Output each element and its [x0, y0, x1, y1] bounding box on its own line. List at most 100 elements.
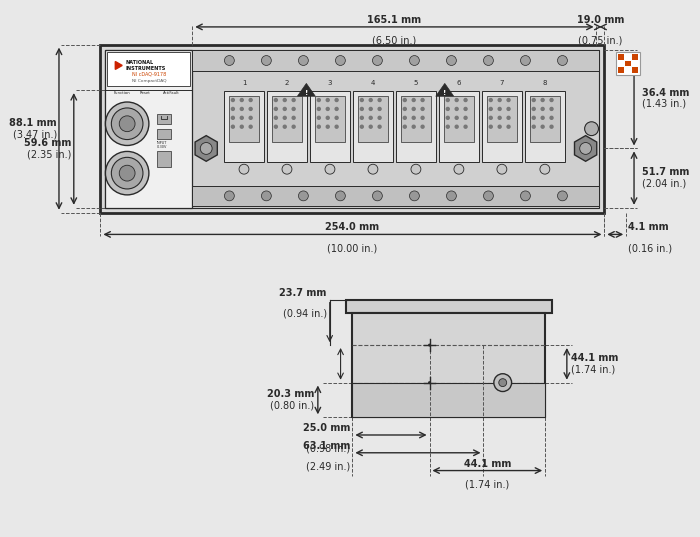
- Circle shape: [240, 99, 244, 101]
- Circle shape: [317, 99, 321, 101]
- Bar: [315, 96, 345, 142]
- Circle shape: [498, 125, 501, 128]
- Circle shape: [498, 99, 501, 101]
- Circle shape: [403, 125, 406, 128]
- Circle shape: [326, 99, 329, 101]
- Text: 4.1 mm: 4.1 mm: [628, 222, 668, 233]
- Circle shape: [494, 374, 512, 391]
- Circle shape: [421, 99, 424, 101]
- Circle shape: [411, 164, 421, 174]
- Circle shape: [489, 99, 492, 101]
- Circle shape: [106, 102, 149, 146]
- Circle shape: [464, 99, 467, 101]
- Text: 63.1 mm: 63.1 mm: [303, 441, 351, 451]
- Circle shape: [372, 55, 382, 66]
- Circle shape: [550, 107, 553, 111]
- Text: NATIONAL
INSTRUMENTS: NATIONAL INSTRUMENTS: [125, 60, 165, 71]
- Circle shape: [421, 117, 424, 119]
- Circle shape: [369, 117, 372, 119]
- Circle shape: [284, 99, 286, 101]
- Circle shape: [225, 55, 235, 66]
- Text: (2.35 in.): (2.35 in.): [27, 150, 72, 160]
- Bar: [618, 68, 624, 74]
- Bar: [530, 96, 560, 142]
- Polygon shape: [436, 83, 454, 96]
- Circle shape: [232, 125, 235, 128]
- Bar: [444, 96, 474, 142]
- Circle shape: [369, 107, 372, 111]
- Bar: [486, 96, 517, 142]
- Circle shape: [240, 125, 244, 128]
- Circle shape: [412, 107, 415, 111]
- Circle shape: [507, 107, 510, 111]
- Circle shape: [119, 116, 135, 132]
- Text: (0.98 in.): (0.98 in.): [307, 444, 351, 454]
- Bar: [101, 45, 604, 213]
- Circle shape: [360, 99, 363, 101]
- Text: (3.47 in.): (3.47 in.): [13, 129, 57, 140]
- Bar: [401, 96, 431, 142]
- Text: (0.94 in.): (0.94 in.): [283, 309, 327, 318]
- Bar: [157, 114, 171, 124]
- Text: 59.6 mm: 59.6 mm: [25, 138, 72, 148]
- Circle shape: [368, 164, 378, 174]
- Text: !: !: [304, 90, 308, 96]
- Circle shape: [403, 107, 406, 111]
- Circle shape: [507, 99, 510, 101]
- Circle shape: [498, 107, 501, 111]
- Text: (0.75 in.): (0.75 in.): [578, 36, 622, 46]
- Circle shape: [292, 117, 295, 119]
- Text: (0.16 in.): (0.16 in.): [628, 243, 672, 253]
- Circle shape: [507, 125, 510, 128]
- Circle shape: [249, 107, 252, 111]
- Circle shape: [447, 125, 449, 128]
- Circle shape: [557, 55, 568, 66]
- Circle shape: [489, 107, 492, 111]
- Circle shape: [298, 191, 308, 201]
- Circle shape: [284, 125, 286, 128]
- Text: 25.0 mm: 25.0 mm: [303, 423, 351, 433]
- Bar: [193, 186, 599, 206]
- Circle shape: [521, 55, 531, 66]
- Text: 20.3 mm: 20.3 mm: [267, 389, 314, 399]
- Bar: [353, 91, 393, 162]
- Bar: [267, 91, 307, 162]
- Text: 23.7 mm: 23.7 mm: [279, 288, 327, 297]
- Circle shape: [540, 164, 550, 174]
- Text: (2.49 in.): (2.49 in.): [306, 462, 351, 471]
- Circle shape: [378, 99, 381, 101]
- Circle shape: [410, 191, 419, 201]
- Circle shape: [550, 117, 553, 119]
- Circle shape: [532, 125, 536, 128]
- Circle shape: [111, 108, 143, 140]
- Text: INPUT: INPUT: [157, 141, 167, 144]
- Text: (2.04 in.): (2.04 in.): [642, 178, 686, 188]
- Bar: [625, 68, 631, 74]
- Text: 19.0 mm: 19.0 mm: [577, 15, 624, 25]
- Circle shape: [274, 117, 277, 119]
- Circle shape: [111, 157, 143, 189]
- Circle shape: [274, 125, 277, 128]
- Bar: [157, 129, 171, 139]
- Text: 44.1 mm: 44.1 mm: [570, 353, 618, 363]
- Circle shape: [240, 117, 244, 119]
- Circle shape: [541, 125, 544, 128]
- Circle shape: [335, 191, 345, 201]
- Circle shape: [360, 107, 363, 111]
- Circle shape: [284, 117, 286, 119]
- Text: (1.74 in.): (1.74 in.): [570, 365, 615, 375]
- Circle shape: [507, 117, 510, 119]
- Circle shape: [447, 117, 449, 119]
- Circle shape: [378, 125, 381, 128]
- Text: 3: 3: [328, 80, 332, 86]
- Text: Reset: Reset: [140, 91, 150, 95]
- Circle shape: [298, 55, 308, 66]
- Bar: [346, 300, 552, 314]
- Circle shape: [447, 191, 456, 201]
- Circle shape: [447, 99, 449, 101]
- Circle shape: [455, 117, 458, 119]
- Bar: [396, 91, 436, 162]
- Circle shape: [497, 164, 507, 174]
- Bar: [352, 314, 545, 417]
- Circle shape: [464, 107, 467, 111]
